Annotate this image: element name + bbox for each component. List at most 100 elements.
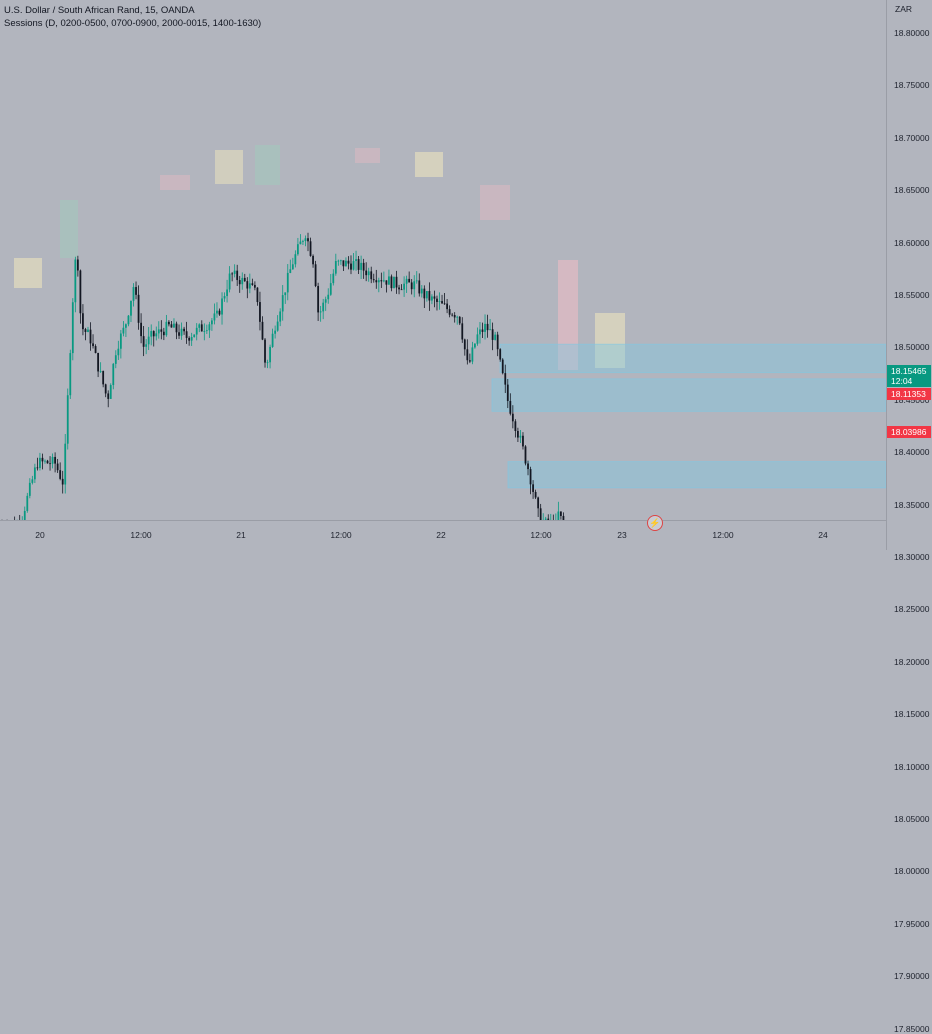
candle-body [537,498,539,509]
candle-body [97,353,99,371]
candle-body [345,261,347,267]
current-price-value: 18.15465 [891,366,931,376]
candle-body [122,328,124,334]
price-tick-label: 18.40000 [894,447,929,457]
price-tick-label: 17.90000 [894,971,929,981]
time-tick-label: 12:00 [712,530,733,540]
candle-body [208,324,210,330]
candle-body [499,349,501,359]
candle-body [449,309,451,315]
chart-canvas[interactable]: U.S. Dollar / South African Rand, 15, OA… [0,0,886,520]
level-tag-2: 18.03986 [887,426,931,438]
candle-body [274,331,276,334]
candle-body [320,311,322,312]
candle-body [143,336,145,347]
candle-body [62,479,64,485]
candle-body [441,301,443,303]
candle-body [251,283,253,285]
candle-body [246,281,248,288]
candle-body [150,331,152,337]
candle-body [484,324,486,332]
candle-body [479,329,481,334]
candle-body [176,324,178,333]
candle-body [117,349,119,356]
candle-body [540,508,542,520]
candle-body [294,254,296,264]
candle-body [368,271,370,275]
candle-body [267,362,269,363]
candle-body [102,371,104,384]
price-tick-label: 17.95000 [894,919,929,929]
candle-body [191,337,193,341]
candle-body [497,335,499,350]
indicator-label[interactable]: Sessions (D, 0200-0500, 0700-0900, 2000-… [4,17,261,30]
price-tick-label: 18.60000 [894,238,929,248]
lightning-icon[interactable]: ⚡ [647,515,663,531]
candle-body [557,512,559,520]
candle-body [431,296,433,300]
session-box [255,145,280,185]
candle-body [181,329,183,336]
candle-body [444,303,446,304]
candle-body [34,467,36,479]
candle-body [386,280,388,284]
candle-body [145,344,147,346]
candle-body [494,335,496,340]
candle-body [110,385,112,399]
candle-body [219,311,221,315]
candle-body [186,331,188,338]
candle-body [125,324,127,328]
candle-body [426,291,428,298]
price-tick-label: 18.80000 [894,28,929,38]
candle-body [325,299,327,302]
time-tick-label: 12:00 [530,530,551,540]
candle-body [264,340,266,363]
candle-body [332,274,334,283]
candle-body [95,346,97,353]
candle-body [221,298,223,314]
candle-body [507,385,509,401]
candle-body [42,458,44,462]
candle-body [226,289,228,296]
candle-body [74,260,76,303]
candle-body [469,360,471,361]
candle-body [520,436,522,438]
candle-body [302,241,304,242]
price-tick-label: 18.25000 [894,604,929,614]
candle-body [211,320,213,324]
candle-body [138,295,140,323]
candle-body [244,278,246,281]
candle-body [517,431,519,438]
candle-body [307,238,309,241]
candle-body [408,279,410,283]
candle-body [421,289,423,294]
candle-body [454,315,456,317]
candle-body [487,324,489,330]
candle-body [49,463,51,464]
candle-body [451,315,453,316]
candle-body [37,467,39,468]
candle-body [340,260,342,261]
candle-body [52,457,54,464]
supply-zone [492,379,886,411]
candle-body [370,271,372,279]
candle-body [249,283,251,288]
candle-body [173,324,175,328]
candle-body [254,285,256,288]
session-box [215,150,243,184]
candle-body [350,264,352,270]
candle-body [471,347,473,361]
time-tick-label: 12:00 [130,530,151,540]
currency-label: ZAR [895,4,912,14]
candle-body [482,329,484,331]
candle-body [522,436,524,447]
price-tick-label: 18.50000 [894,342,929,352]
candle-body [436,299,438,302]
candle-body [224,296,226,298]
time-tick-label: 22 [436,530,445,540]
candle-body [178,332,180,335]
candle-body [363,263,365,271]
candle-body [115,355,117,364]
